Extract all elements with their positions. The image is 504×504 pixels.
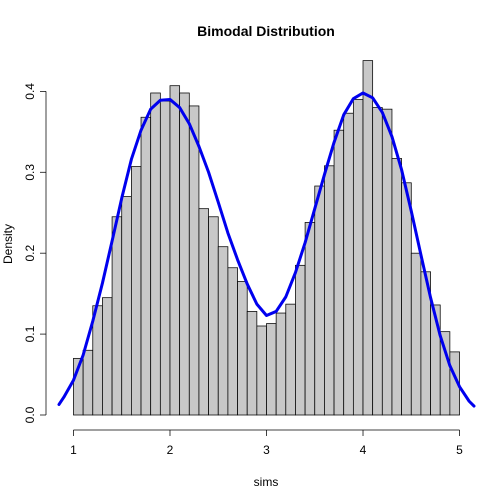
histogram-bar xyxy=(179,92,190,416)
histogram-bar xyxy=(198,208,209,416)
histogram-bars xyxy=(73,60,460,416)
x-tick-label: 1 xyxy=(70,443,77,457)
histogram-bar xyxy=(362,60,374,416)
histogram-bar xyxy=(150,92,161,416)
histogram-bar xyxy=(304,222,316,416)
x-axis-label: sims xyxy=(254,475,279,489)
histogram-bar xyxy=(256,325,267,416)
chart-title: Bimodal Distribution xyxy=(197,23,335,39)
histogram-bar xyxy=(82,349,94,416)
x-axis: 1 2 3 4 5 xyxy=(70,429,463,457)
histogram-bar xyxy=(266,323,277,416)
density-curve xyxy=(57,91,476,408)
y-tick-label: 0.3 xyxy=(23,164,37,181)
y-axis-label: Density xyxy=(1,224,15,264)
histogram-bar xyxy=(140,116,152,416)
x-tick-label: 2 xyxy=(167,443,174,457)
y-tick-label: 0.2 xyxy=(23,245,37,262)
histogram-bar xyxy=(92,305,103,416)
histogram-bar xyxy=(169,85,181,416)
histogram-bar xyxy=(381,108,393,416)
histogram-bar xyxy=(111,216,123,416)
histogram-bar xyxy=(121,196,132,416)
histogram-bar xyxy=(217,246,229,416)
y-axis: 0.0 0.1 0.2 0.3 0.4 xyxy=(23,83,47,423)
histogram-bar xyxy=(391,158,402,416)
histogram-bar xyxy=(237,281,248,416)
histogram-bar xyxy=(159,100,171,416)
y-tick-label: 0.4 xyxy=(23,83,37,100)
x-tick-label: 5 xyxy=(456,443,463,457)
histogram-bar xyxy=(246,311,258,416)
histogram-bar xyxy=(295,264,306,416)
x-tick-label: 3 xyxy=(263,443,270,457)
histogram-bar xyxy=(324,165,335,416)
histogram-bar xyxy=(285,303,296,416)
y-tick-label: 0.1 xyxy=(23,325,37,342)
y-tick-label: 0.0 xyxy=(23,406,37,423)
histogram-bar xyxy=(131,166,142,416)
histogram-bar xyxy=(208,216,219,416)
histogram-bar xyxy=(227,267,238,416)
histogram-bar xyxy=(343,112,354,416)
histogram-bar xyxy=(401,182,412,416)
histogram-bar xyxy=(333,129,345,416)
histogram-bar xyxy=(372,107,383,416)
density-curve-layer xyxy=(57,91,476,408)
histogram-bar xyxy=(410,252,422,416)
histogram-bar xyxy=(314,185,325,416)
x-tick-label: 4 xyxy=(360,443,367,457)
histogram-bar xyxy=(102,297,113,416)
histogram-bar xyxy=(188,105,200,416)
histogram-bar xyxy=(275,312,287,416)
histogram-bar xyxy=(352,99,364,416)
